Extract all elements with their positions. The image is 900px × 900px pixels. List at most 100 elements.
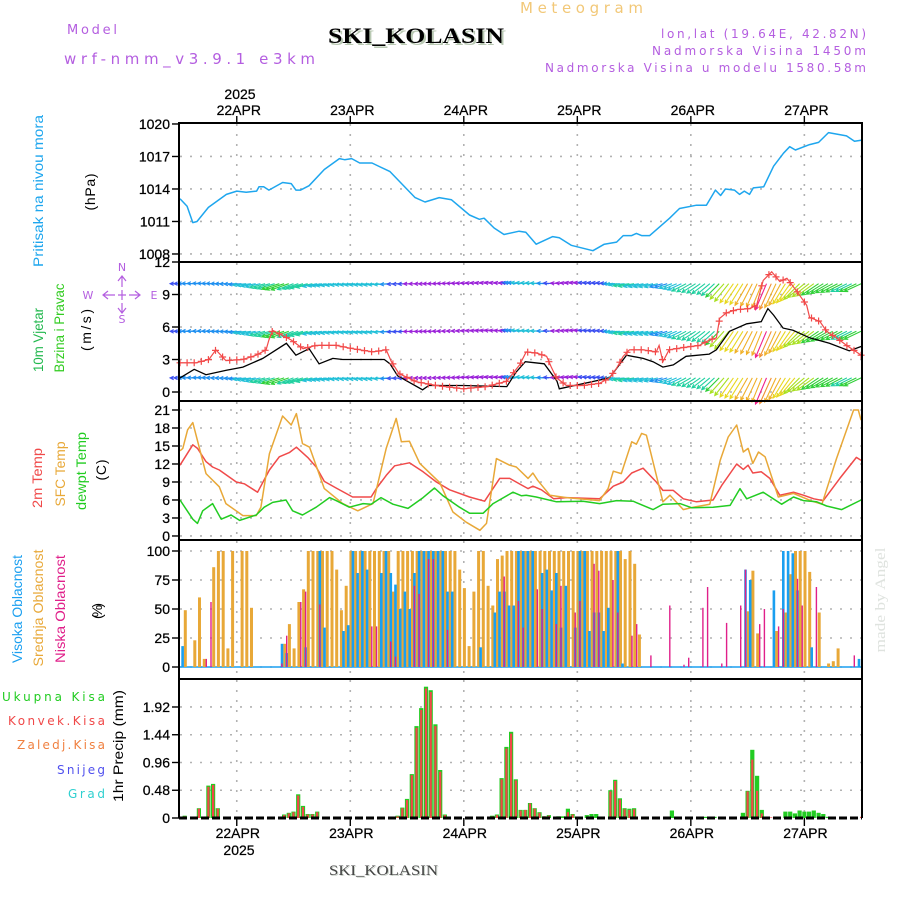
precip-unit: 1hr Precip (mm) [110,690,126,802]
cloud-bar-high [346,625,350,667]
wind-arrow [680,283,696,293]
cloud-bar-mid [212,567,216,667]
wind-arrow [285,377,304,385]
cloud-bar-high [616,551,620,667]
cloud-bar-mid [562,551,566,667]
wind-gust-marker [517,359,525,367]
wind-arrow [653,283,668,289]
cloud-bar-mid [775,631,779,667]
wind-gust-marker [552,373,560,381]
wind-arrow [705,377,720,393]
wind-arrow [791,377,810,392]
wind-arrow [843,283,862,293]
legend-convective-rain: Konvek.Kisa [8,714,105,728]
chart-marks: 1008 1011 1014 1017 1020 0 3 6 9 12 0 3 6 9 12 15 18 21 0 2… [139,102,865,841]
pressure-y-tick-label: 1014 [139,181,170,197]
wind-arrow [714,283,730,303]
wind-gust-marker [744,305,752,313]
temperature-y-tick-label: 15 [154,438,170,454]
temperature-labels: 2m Temp SFC Temp dewpt Temp (C) [29,432,109,510]
wind-gust-marker [694,342,702,350]
cloud-bar-mid [529,551,533,667]
wind-gust-marker [353,345,361,353]
wind-arrow [783,377,800,395]
cloud-marks [179,551,862,668]
wind-arrow [776,283,791,304]
cloud-bar-mid [420,551,424,667]
precip-bar-convective [439,771,442,818]
wind-gust-marker [460,385,468,393]
precip-grid [180,680,861,817]
wind-arrow [796,377,815,391]
bottom-year-label: 2025 [223,842,254,858]
wind-gust-marker [822,326,830,334]
wind-arrow [705,283,720,298]
cloud-bar-low [777,626,780,667]
cloud-bar-high [446,591,449,667]
precip-bar-convective [514,780,517,818]
wind-arrow [719,330,734,352]
precip-panel: 0 0.48 0.96 1.44 1.92 [143,680,863,826]
cloud-bar-low [371,626,373,667]
cloud-bar-mid [193,640,197,667]
wind-gust-marker [325,341,333,349]
cloud-bar-mid [231,551,235,667]
wind-gust-marker [800,298,808,306]
wind-gust-marker [722,309,730,317]
precip-bar-convective [401,808,404,818]
wind-arrow [700,283,715,297]
cloud-bar-mid [325,551,329,667]
wind-gust-marker [318,341,326,349]
wind-gust-marker [396,370,404,378]
cloud-bar-low [815,587,818,667]
wind-gust-marker [829,331,837,339]
model-label: Model [67,23,117,38]
precip-bar-convective [434,726,437,818]
temperature-marks [179,409,862,532]
wind-gust-marker [474,383,482,391]
wind-arrow [719,377,734,399]
compass-rose-icon: N S W E [83,261,158,326]
precip-bar-convective [500,779,503,818]
cloud-bar-mid [585,551,589,667]
precip-y-tick-label: 1.44 [143,727,170,743]
wind-panel: 0 3 6 9 12 [154,254,865,406]
legend-hail: Grad [68,787,105,801]
wind-gust-marker [538,351,546,359]
wind-gust-marker [779,276,787,284]
cloud-bar-low [612,580,614,667]
precip-bar-total [589,814,594,818]
wind-arrow [734,377,749,401]
cloud-bar-mid [808,571,812,667]
cloud-bar-mid [349,551,353,667]
temperature-y-tick-label: 18 [154,420,170,436]
wind-gust-marker [737,305,744,313]
cloud-bar-mid [510,551,514,667]
wind-arrow [662,283,677,290]
cloud-bar-high [422,551,426,667]
wind-arrow [805,283,824,295]
wind-arrow [843,377,862,387]
precip-legend: Ukupna Kisa Konvek.Kisa Zaledj.Kisa Snij… [2,690,126,802]
cloud-bar-high [361,551,364,667]
precip-bar-convective [519,810,522,818]
wind-gust-marker [666,346,674,354]
wind-arrow [800,283,819,296]
cloud-bar-low [503,576,505,667]
precip-bar-convective [528,803,532,818]
cloud-bar-high [564,585,568,667]
precip-bar-convective [429,692,432,818]
bottom-date-label: 23APR [329,825,373,841]
cloud-bar-mid [358,551,362,667]
wind-arrow [691,377,706,389]
wind-arrow [776,330,791,352]
precip-frame [178,678,863,818]
cloud-bar-high [748,580,752,667]
wind-labels: 10m Vjetar Brzina i Pravac (m/s) N S W E [30,261,158,373]
precip-bar-convective [420,709,423,818]
cloud-bar-low [706,587,709,667]
precip-bar-total [788,811,793,818]
wind-arrow [834,377,852,387]
cloud-bar-low [375,626,378,667]
precip-bar-convective [396,816,399,818]
